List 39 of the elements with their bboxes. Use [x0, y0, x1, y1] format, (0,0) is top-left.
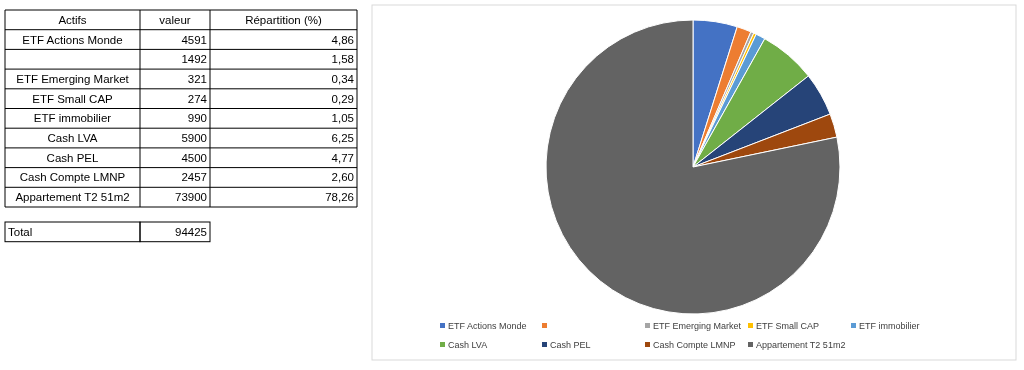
text: Actifs	[58, 13, 87, 26]
text: 321	[187, 72, 207, 85]
legend-label: ETF Actions Monde	[448, 321, 527, 331]
text: 73900	[175, 191, 207, 204]
text: Répartition (%)	[245, 13, 323, 26]
text: 4500	[181, 151, 207, 164]
text: 1492	[181, 53, 207, 66]
text: 4,86	[331, 33, 354, 46]
legend-label: Cash LVA	[448, 340, 488, 350]
text: 78,26	[325, 191, 354, 204]
text: 6,25	[331, 132, 354, 145]
text: 4,77	[331, 151, 354, 164]
text: 274	[187, 92, 208, 105]
text: 2,60	[331, 171, 354, 184]
category-label: ETF Small CAP	[32, 92, 113, 105]
text: 94425	[175, 225, 207, 238]
category-label: Appartement T2 51m2	[15, 191, 130, 204]
text: 2457	[181, 171, 207, 184]
category-label: ETF Actions Monde	[22, 33, 123, 46]
category-label: Cash Compte LMNP	[19, 171, 126, 184]
text: Total	[8, 225, 33, 238]
legend-label: ETF immobilier	[859, 321, 920, 331]
text: 4591	[181, 33, 207, 46]
text: valeur	[159, 13, 191, 26]
legend-label: Cash PEL	[550, 340, 591, 350]
text: 990	[187, 112, 207, 125]
legend-label: Appartement T2 51m2	[756, 340, 846, 350]
legend-label: ETF Small CAP	[756, 321, 820, 331]
text: 1,58	[331, 53, 354, 66]
text: 5900	[181, 132, 207, 145]
category-label: Cash LVA	[47, 132, 98, 145]
category-label: ETF Emerging Market	[16, 72, 129, 85]
category-label: Cash PEL	[46, 151, 99, 164]
legend-label: Cash Compte LMNP	[653, 340, 736, 350]
text: 1,05	[331, 112, 354, 125]
legend-label: ETF Emerging Market	[653, 321, 742, 331]
text: 0,29	[331, 92, 354, 105]
text: 0,34	[331, 72, 355, 85]
category-label: ETF immobilier	[33, 112, 112, 125]
